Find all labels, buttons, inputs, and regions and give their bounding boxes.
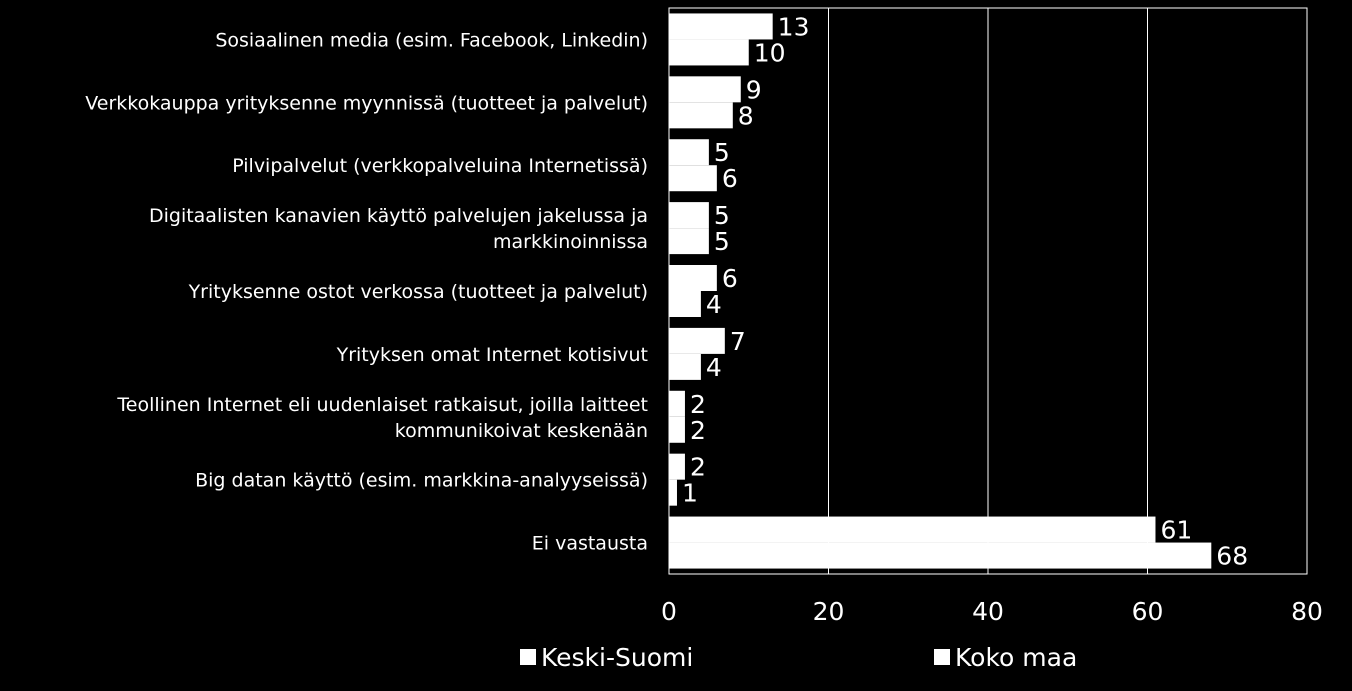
bar-koko-maa — [669, 479, 677, 506]
category-label: Yrityksen omat Internet kotisivut — [336, 344, 648, 366]
bar-keski-suomi — [669, 265, 717, 291]
category-label: Yrityksenne ostot verkossa (tuotteet ja … — [188, 281, 648, 303]
data-label: 5 — [714, 138, 730, 167]
data-label: 68 — [1216, 542, 1248, 571]
data-label: 2 — [690, 416, 706, 445]
category-label: Digitaalisten kanavien käyttö palvelujen… — [149, 205, 648, 227]
legend-label: Koko maa — [955, 643, 1077, 672]
data-label: 13 — [778, 12, 810, 41]
data-label: 10 — [754, 38, 786, 67]
bar-keski-suomi — [669, 453, 685, 480]
bar-keski-suomi — [669, 202, 709, 229]
bar-keski-suomi — [669, 327, 725, 354]
bar-koko-maa — [669, 416, 685, 443]
data-label: 4 — [706, 353, 722, 382]
category-label: Verkkokauppa yrityksenne myynnissä (tuot… — [85, 92, 648, 114]
bar-koko-maa — [669, 291, 701, 317]
category-label: kommunikoivat keskenään — [395, 420, 648, 442]
x-tick-label: 0 — [661, 597, 677, 626]
data-label: 4 — [706, 290, 722, 319]
data-label: 6 — [722, 164, 738, 193]
category-label: Sosiaalinen media (esim. Facebook, Linke… — [215, 29, 648, 51]
data-label: 8 — [738, 101, 754, 130]
category-label: markkinoinnissa — [493, 231, 648, 253]
data-label: 2 — [690, 390, 706, 419]
x-tick-label: 60 — [1132, 597, 1164, 626]
x-tick-label: 20 — [813, 597, 845, 626]
bar-koko-maa — [669, 228, 709, 255]
bar-koko-maa — [669, 39, 749, 66]
category-label: Teollinen Internet eli uudenlaiset ratka… — [116, 394, 648, 416]
data-label: 5 — [714, 201, 730, 230]
bar-keski-suomi — [669, 516, 1156, 543]
bar-keski-suomi — [669, 13, 773, 40]
bar-koko-maa — [669, 102, 733, 129]
category-label: Big datan käyttö (esim. markkina-analyys… — [195, 470, 648, 492]
data-label: 7 — [730, 327, 746, 356]
x-tick-label: 80 — [1291, 597, 1323, 626]
data-label: 6 — [722, 264, 738, 293]
category-label: Pilvipalvelut (verkkopalveluina Internet… — [232, 155, 648, 177]
data-label: 61 — [1160, 516, 1192, 545]
legend-swatch — [520, 649, 536, 665]
bar-koko-maa — [669, 542, 1212, 569]
bar-keski-suomi — [669, 390, 685, 417]
category-label: Ei vastausta — [532, 533, 648, 555]
bar-koko-maa — [669, 165, 717, 192]
bar-keski-suomi — [669, 139, 709, 166]
data-label: 5 — [714, 227, 730, 256]
legend-swatch — [934, 649, 950, 665]
bar-keski-suomi — [669, 76, 741, 103]
x-tick-label: 40 — [972, 597, 1004, 626]
bar-koko-maa — [669, 353, 701, 380]
data-label: 9 — [746, 75, 762, 104]
data-label: 2 — [690, 453, 706, 482]
legend-label: Keski-Suomi — [541, 643, 693, 672]
data-label: 1 — [682, 479, 698, 508]
